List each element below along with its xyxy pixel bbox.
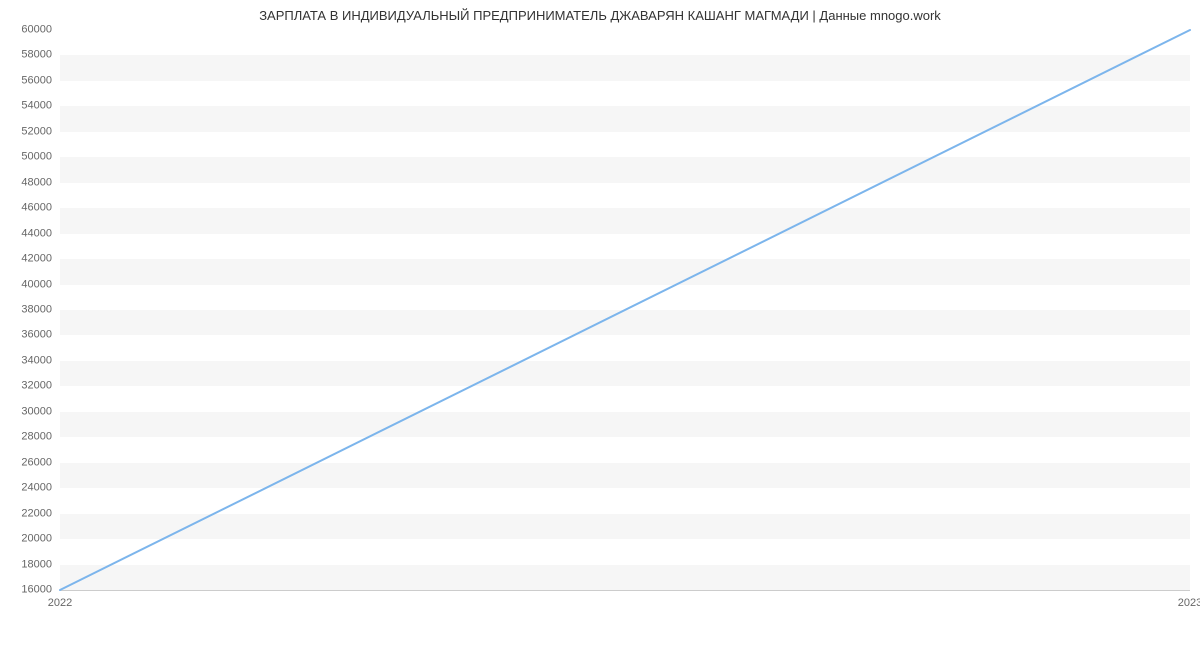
y-tick-label: 44000 <box>0 228 52 239</box>
y-tick-label: 58000 <box>0 50 52 61</box>
y-tick-label: 38000 <box>0 305 52 316</box>
chart-title: ЗАРПЛАТА В ИНДИВИДУАЛЬНЫЙ ПРЕДПРИНИМАТЕЛ… <box>0 8 1200 23</box>
y-tick-label: 42000 <box>0 254 52 265</box>
y-tick-label: 16000 <box>0 585 52 596</box>
x-tick-label: 2023 <box>1178 598 1200 609</box>
y-tick-label: 56000 <box>0 75 52 86</box>
y-tick-label: 18000 <box>0 559 52 570</box>
y-tick-label: 48000 <box>0 177 52 188</box>
plot-area <box>60 30 1190 590</box>
y-tick-label: 24000 <box>0 483 52 494</box>
y-tick-label: 32000 <box>0 381 52 392</box>
y-tick-label: 36000 <box>0 330 52 341</box>
y-tick-label: 50000 <box>0 152 52 163</box>
y-tick-label: 54000 <box>0 101 52 112</box>
y-tick-label: 20000 <box>0 534 52 545</box>
y-tick-label: 34000 <box>0 355 52 366</box>
y-tick-label: 22000 <box>0 508 52 519</box>
y-tick-label: 30000 <box>0 406 52 417</box>
series-line <box>60 30 1190 590</box>
y-tick-label: 26000 <box>0 457 52 468</box>
line-chart: ЗАРПЛАТА В ИНДИВИДУАЛЬНЫЙ ПРЕДПРИНИМАТЕЛ… <box>0 0 1200 650</box>
y-tick-label: 60000 <box>0 25 52 36</box>
x-axis-line <box>60 590 1190 591</box>
y-tick-label: 28000 <box>0 432 52 443</box>
y-tick-label: 46000 <box>0 203 52 214</box>
x-tick-label: 2022 <box>48 598 72 609</box>
y-tick-label: 40000 <box>0 279 52 290</box>
y-tick-label: 52000 <box>0 126 52 137</box>
